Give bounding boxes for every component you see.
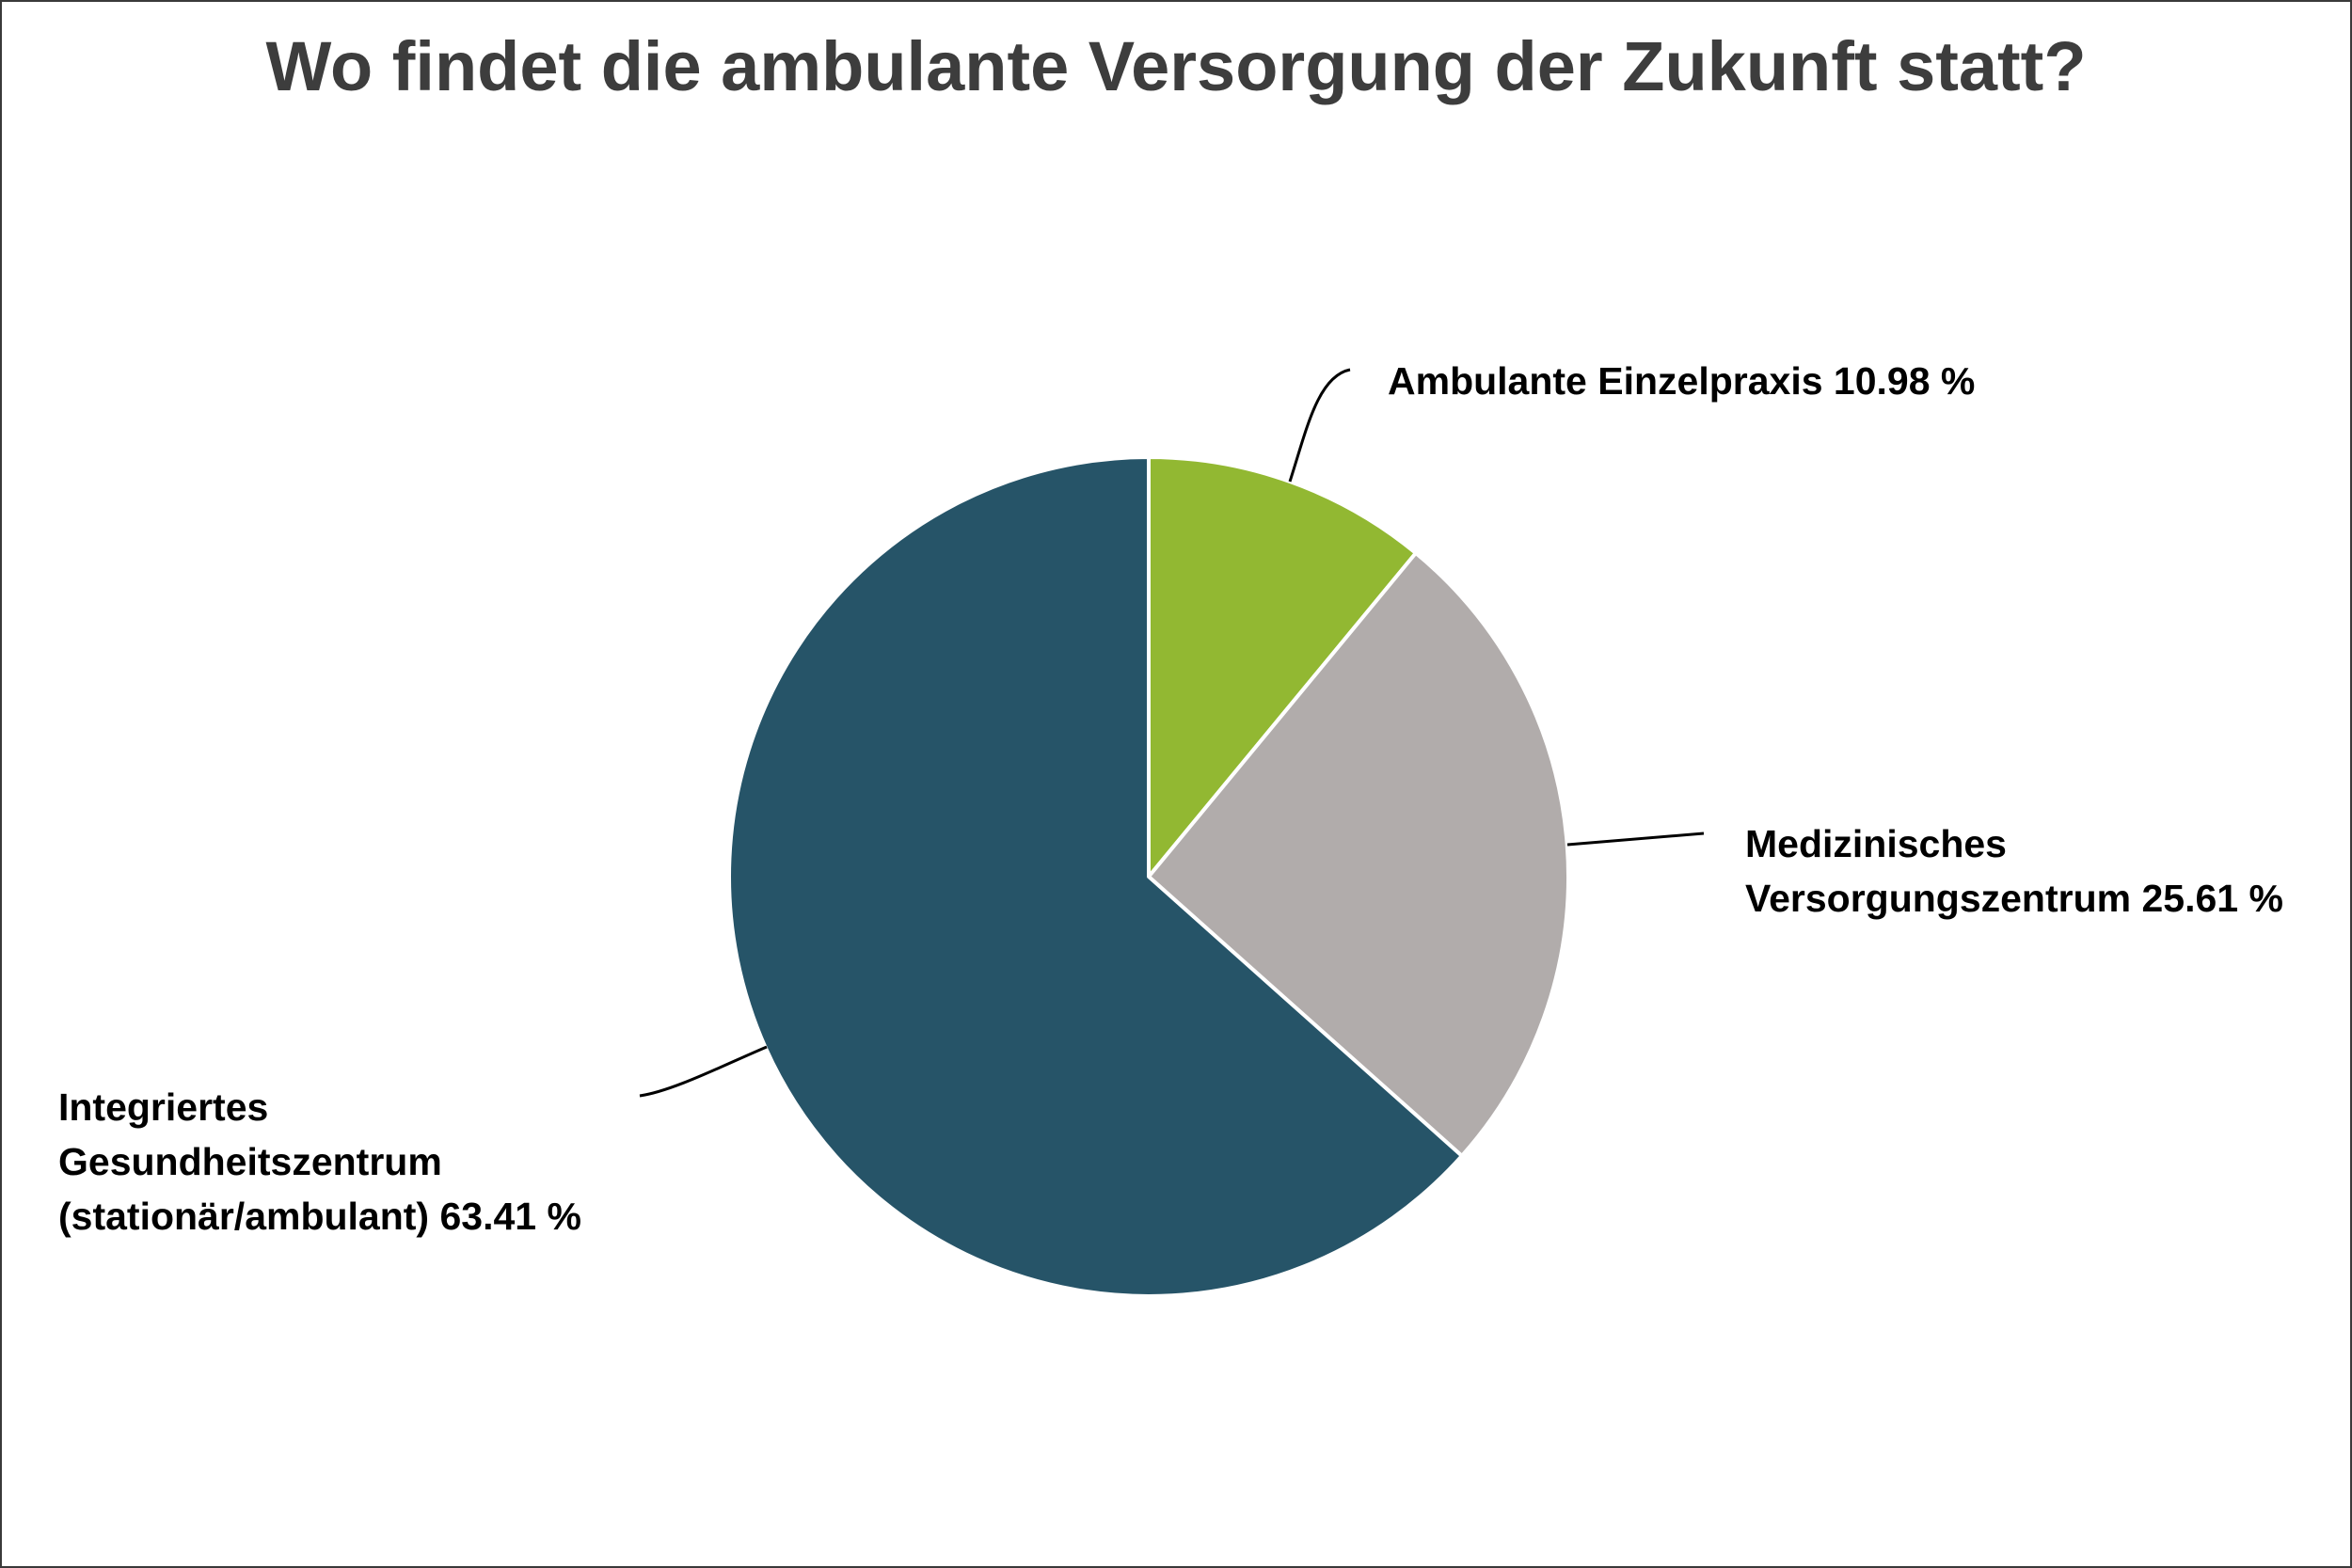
pie-slices	[727, 455, 1570, 1298]
data-label-ambulante-einzelpraxis: Ambulante Einzelpraxis 10.98 %	[1388, 359, 1976, 403]
data-label-integriertes-gesundheitszentrum: Integriertes Gesundheitszentrum (station…	[58, 1085, 581, 1238]
pie-slice-ambulante-einzelpraxis	[1147, 455, 1418, 879]
leader-line-integriertes-gesundheitszentrum	[639, 1045, 768, 1098]
leader-line-medizinisches-versorgungszentrum	[1566, 832, 1705, 847]
pie-slice-medizinisches-versorgungszentrum	[1147, 550, 1570, 1158]
leader-lines	[639, 368, 1705, 1098]
chart-title: Wo findet die ambulante Versorgung der Z…	[265, 27, 2087, 105]
data-label-medizinisches-versorgungszentrum: Medizinisches Versorgungszentrum 25.61 %	[1745, 822, 2283, 920]
leader-line-ambulante-einzelpraxis	[1288, 368, 1351, 483]
